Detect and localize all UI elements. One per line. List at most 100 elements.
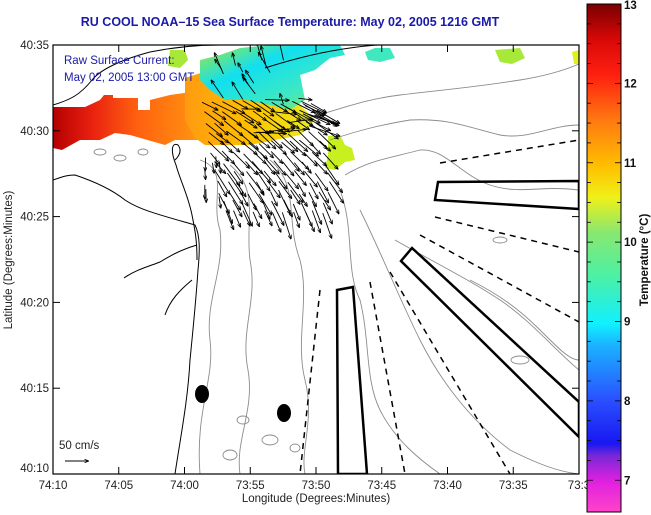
coastline-sandy-hook bbox=[171, 143, 198, 261]
x-axis-label: Longitude (Degrees:Minutes) bbox=[242, 493, 390, 505]
contour-blob bbox=[137, 148, 149, 156]
current-vector bbox=[281, 141, 295, 152]
buoy-marker[interactable] bbox=[277, 404, 291, 422]
current-vector bbox=[241, 109, 259, 110]
coastline-nj-shore bbox=[53, 174, 200, 474]
current-vector bbox=[304, 105, 325, 115]
current-vector bbox=[251, 161, 270, 182]
current-vector bbox=[283, 152, 299, 170]
current-vector bbox=[247, 131, 269, 148]
x-tick-label: 74:00 bbox=[170, 480, 199, 492]
current-vector bbox=[297, 182, 305, 196]
contour-line bbox=[329, 119, 579, 141]
current-vector bbox=[319, 140, 331, 151]
current-vector bbox=[310, 119, 330, 130]
chart-title: RU COOL NOAA–15 Sea Surface Temperature:… bbox=[80, 15, 500, 29]
current-vector bbox=[309, 125, 339, 136]
current-vector bbox=[208, 132, 224, 145]
current-vector bbox=[207, 141, 228, 160]
current-vector bbox=[253, 203, 262, 219]
current-vector bbox=[204, 111, 223, 126]
sst-patch-cyan bbox=[200, 45, 345, 110]
current-vector bbox=[262, 201, 270, 218]
contour-blob bbox=[222, 449, 238, 461]
current-vector bbox=[308, 131, 327, 149]
current-vector bbox=[260, 152, 279, 174]
dashed-radial bbox=[439, 139, 579, 164]
current-vector bbox=[212, 162, 214, 173]
current-vector bbox=[252, 110, 266, 120]
current-vector bbox=[233, 163, 244, 175]
contour-line bbox=[344, 149, 579, 191]
sst-field bbox=[53, 45, 579, 170]
current-vector bbox=[329, 181, 343, 203]
current-vector bbox=[273, 160, 286, 175]
current-vector bbox=[316, 181, 328, 203]
current-vector bbox=[287, 181, 303, 202]
current-vector bbox=[236, 181, 245, 196]
current-vector bbox=[280, 129, 306, 133]
current-vector bbox=[219, 196, 221, 208]
y-tick-label: 40:20 bbox=[20, 297, 49, 309]
current-vector bbox=[205, 168, 206, 180]
current-vector bbox=[308, 192, 316, 206]
current-vector bbox=[265, 130, 281, 133]
contour-blob bbox=[236, 415, 250, 425]
current-vector bbox=[293, 162, 304, 175]
current-vector bbox=[317, 131, 335, 149]
sst-patch-ne-cyan bbox=[365, 48, 395, 62]
contour-line bbox=[339, 189, 441, 474]
contour-line bbox=[469, 279, 579, 361]
current-vector bbox=[281, 212, 290, 238]
current-vector bbox=[233, 53, 236, 66]
current-vector bbox=[210, 152, 220, 164]
colorbar-tick-label: 11 bbox=[624, 158, 637, 170]
y-tick-label: 40:15 bbox=[20, 383, 49, 395]
current-vector bbox=[286, 120, 299, 129]
current-vector bbox=[252, 211, 259, 226]
sst-patch-north-green bbox=[168, 50, 188, 68]
sst-patch-corner bbox=[572, 50, 579, 64]
study-box-south bbox=[335, 285, 369, 474]
current-vector bbox=[283, 109, 300, 120]
current-vector bbox=[214, 122, 228, 135]
current-vector bbox=[244, 119, 257, 128]
dashed-radial bbox=[419, 234, 579, 323]
current-vector bbox=[327, 172, 343, 192]
current-vector bbox=[239, 190, 248, 205]
current-vector bbox=[275, 113, 295, 126]
current-vector bbox=[232, 199, 242, 216]
coastline-river bbox=[123, 244, 198, 279]
current-vector bbox=[225, 210, 233, 229]
x-tick-label: 74:10 bbox=[39, 480, 68, 492]
current-vector bbox=[309, 182, 318, 198]
current-vector bbox=[211, 80, 224, 99]
colorbar bbox=[586, 3, 622, 513]
contour-blob bbox=[289, 443, 301, 453]
current-vector bbox=[299, 109, 330, 124]
contour-line bbox=[269, 159, 309, 474]
current-vector bbox=[270, 111, 297, 115]
current-vector bbox=[303, 152, 317, 165]
current-vector bbox=[217, 180, 227, 196]
current-vector bbox=[267, 180, 280, 197]
sst-patch-warm-band bbox=[53, 90, 205, 150]
current-vector bbox=[237, 131, 258, 149]
current-vector bbox=[265, 100, 289, 101]
current-vector bbox=[214, 169, 230, 194]
y-axis: 40:10 40:15 40:20 40:25 40:30 40:35 bbox=[20, 40, 579, 475]
x-axis: 74:10 74:05 74:00 73:55 73:50 73:45 73:40 73:35… bbox=[39, 45, 590, 492]
current-annotation-title: Raw Surface Current: bbox=[64, 55, 175, 67]
colorbar-ticks: 13 12 11 10 9 8 7 bbox=[587, 0, 637, 487]
current-vector bbox=[258, 193, 271, 215]
contour-line bbox=[359, 209, 579, 474]
current-vector bbox=[229, 192, 240, 210]
contour-line bbox=[394, 239, 579, 371]
current-vector bbox=[310, 103, 326, 113]
buoy-marker[interactable] bbox=[195, 385, 209, 403]
current-vector bbox=[289, 140, 305, 155]
current-vector bbox=[293, 211, 300, 227]
current-vector bbox=[221, 150, 234, 163]
y-axis-label: Latitude (Degrees:Minutes) bbox=[3, 190, 15, 329]
